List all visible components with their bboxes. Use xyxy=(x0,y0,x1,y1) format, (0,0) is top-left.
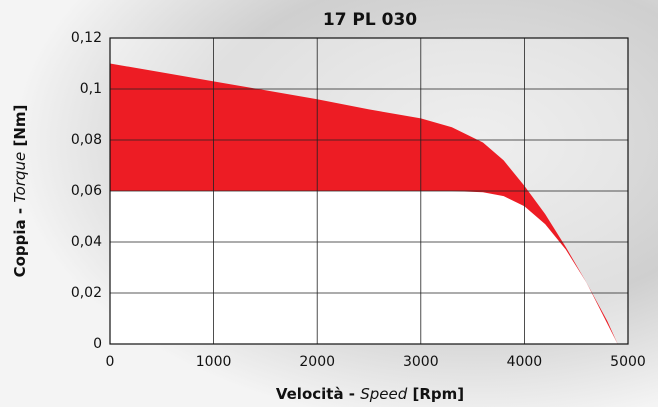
y-tick-label: 0,12 xyxy=(71,30,102,46)
y-tick-label: 0,06 xyxy=(71,183,102,199)
y-label-part: Coppia - xyxy=(11,203,29,278)
y-label-part: [Nm] xyxy=(11,105,29,152)
y-label-part: Torque xyxy=(11,152,29,203)
x-tick-label: 2000 xyxy=(299,354,335,370)
chart-title: 17 PL 030 xyxy=(323,10,417,30)
x-label-part: Speed xyxy=(360,385,408,403)
x-label-part: Velocità - xyxy=(276,385,360,403)
chart: 17 PL 030 Velocità - Speed [Rpm] Coppia … xyxy=(0,0,658,407)
x-tick-label: 5000 xyxy=(610,354,646,370)
x-axis-label: Velocità - Speed [Rpm] xyxy=(276,385,464,403)
x-tick-label: 0 xyxy=(106,354,115,370)
y-tick-label: 0,02 xyxy=(71,285,102,301)
y-axis-label: Coppia - Torque [Nm] xyxy=(11,105,29,278)
y-tick-label: 0,04 xyxy=(71,234,102,250)
y-tick-label: 0,1 xyxy=(80,81,102,97)
x-tick-label: 4000 xyxy=(507,354,543,370)
x-label-part: [Rpm] xyxy=(407,385,464,403)
x-tick-label: 3000 xyxy=(403,354,439,370)
y-tick-label: 0,08 xyxy=(71,132,102,148)
y-tick-label: 0 xyxy=(93,336,102,352)
x-tick-label: 1000 xyxy=(196,354,232,370)
